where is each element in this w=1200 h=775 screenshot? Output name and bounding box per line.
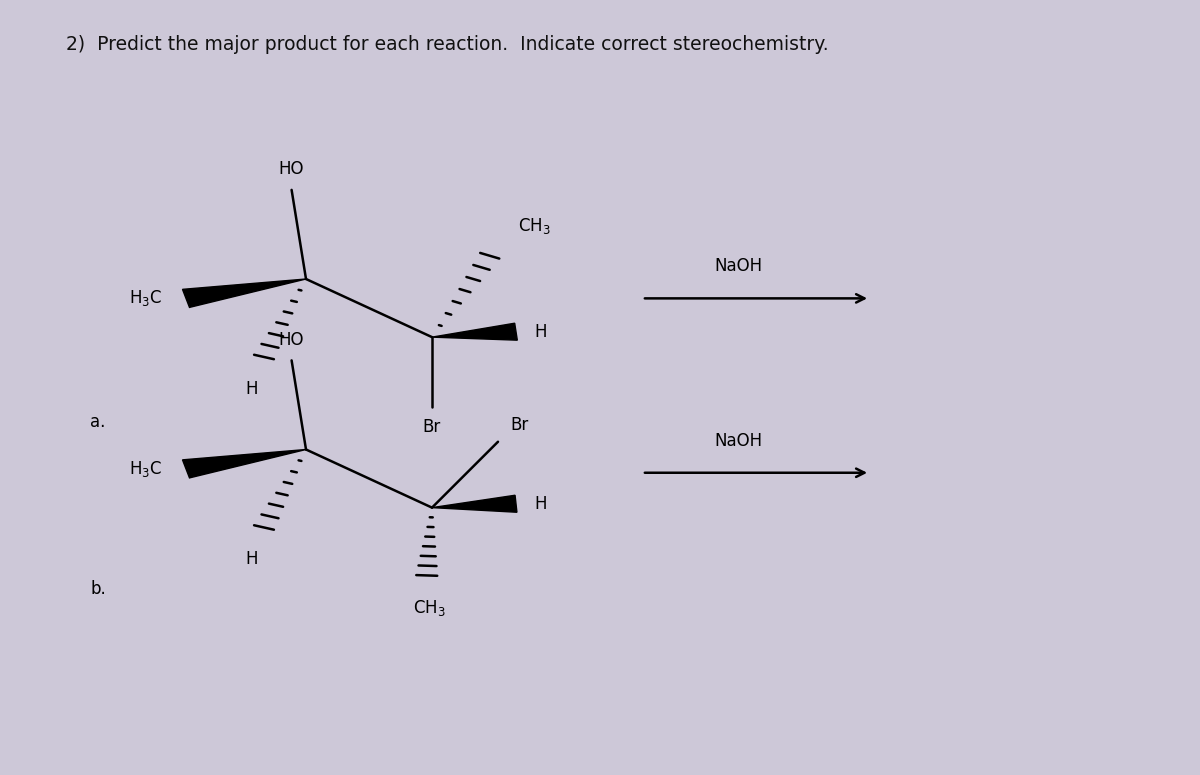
Text: CH$_3$: CH$_3$ — [413, 598, 446, 618]
Text: H: H — [534, 322, 546, 341]
Polygon shape — [182, 279, 306, 308]
Text: a.: a. — [90, 413, 106, 432]
Text: H$_3$C: H$_3$C — [128, 288, 162, 308]
Polygon shape — [432, 323, 517, 340]
Polygon shape — [432, 495, 517, 512]
Text: CH$_3$: CH$_3$ — [518, 216, 551, 236]
Text: H: H — [246, 550, 258, 568]
Text: H: H — [534, 494, 546, 513]
Text: NaOH: NaOH — [714, 257, 762, 275]
Text: HO: HO — [278, 331, 305, 349]
Text: 2)  Predict the major product for each reaction.  Indicate correct stereochemist: 2) Predict the major product for each re… — [66, 35, 829, 54]
Text: HO: HO — [278, 160, 305, 178]
Text: H: H — [246, 380, 258, 398]
Text: Br: Br — [422, 418, 442, 436]
Polygon shape — [182, 449, 306, 478]
Text: Br: Br — [510, 416, 528, 434]
Text: b.: b. — [90, 580, 106, 598]
Text: H$_3$C: H$_3$C — [128, 459, 162, 479]
Text: NaOH: NaOH — [714, 432, 762, 449]
